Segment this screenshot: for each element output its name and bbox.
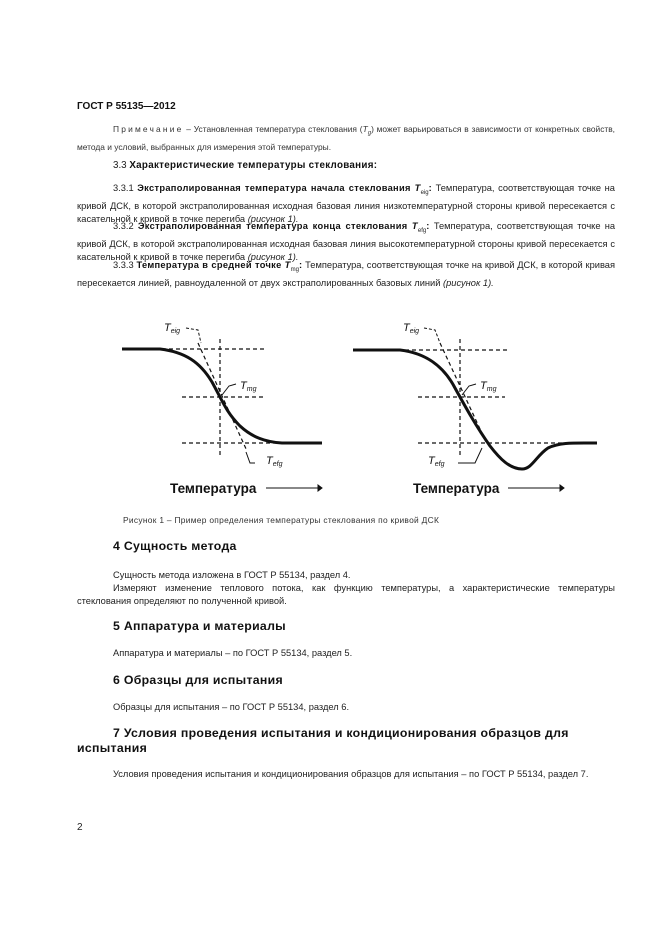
right-label-leaders: [423, 327, 483, 464]
section-5-heading: 5 Аппаратура и материалы: [113, 619, 286, 633]
right-dsc-curve: [353, 348, 598, 471]
document-code-header: ГОСТ Р 55135—2012: [77, 101, 176, 112]
section-4-paragraph-2: Измеряют изменение теплового потока, как…: [77, 583, 615, 606]
right-t-efg-label: Tefg: [428, 455, 445, 468]
note-paragraph: Примечание – Установленная температура с…: [77, 124, 616, 152]
definition-3-3-2: 3.3.2 Экстраполированная температура кон…: [77, 221, 616, 262]
section-7-heading: 7 Условия проведения испытания и кондици…: [77, 726, 569, 755]
right-axis-arrow: [508, 484, 565, 492]
left-label-leaders: [185, 327, 255, 464]
right-axis-label: Температура: [413, 481, 500, 496]
note-label: Примечание: [113, 124, 184, 134]
section-5-paragraph: Аппаратура и материалы – по ГОСТ Р 55134…: [113, 648, 353, 658]
section-4-heading: 4 Сущность метода: [113, 539, 237, 553]
figure-caption: Рисунок 1 – Пример определения температу…: [123, 515, 440, 525]
section-4-paragraph-1: Сущность метода изложена в ГОСТ Р 55134,…: [113, 570, 351, 580]
left-t-eig-label: Teig: [164, 322, 180, 335]
section-3-3-heading: 3.3 Характеристические температуры стекл…: [113, 160, 378, 171]
right-t-mg-label: Tmg: [480, 380, 497, 393]
left-dsc-curve: [122, 347, 322, 445]
definition-3-3-1: 3.3.1 Экстраполированная температура нач…: [77, 183, 615, 224]
left-t-mg-label: Tmg: [240, 380, 257, 393]
right-t-eig-label: Teig: [403, 322, 419, 335]
section-7-paragraph: Условия проведения испытания и кондицион…: [113, 769, 589, 779]
definition-3-3-3: 3.3.3 Температура в средней точке Tmg: Т…: [77, 260, 615, 288]
right-dsc-construction-lines: [405, 339, 597, 456]
left-axis-label: Температура: [170, 481, 257, 496]
left-axis-arrow: [266, 484, 323, 492]
page-number: 2: [77, 822, 83, 833]
section-6-paragraph: Образцы для испытания – по ГОСТ Р 55134,…: [113, 702, 350, 712]
section-6-heading: 6 Образцы для испытания: [113, 673, 283, 687]
left-t-efg-label: Tefg: [266, 455, 283, 468]
